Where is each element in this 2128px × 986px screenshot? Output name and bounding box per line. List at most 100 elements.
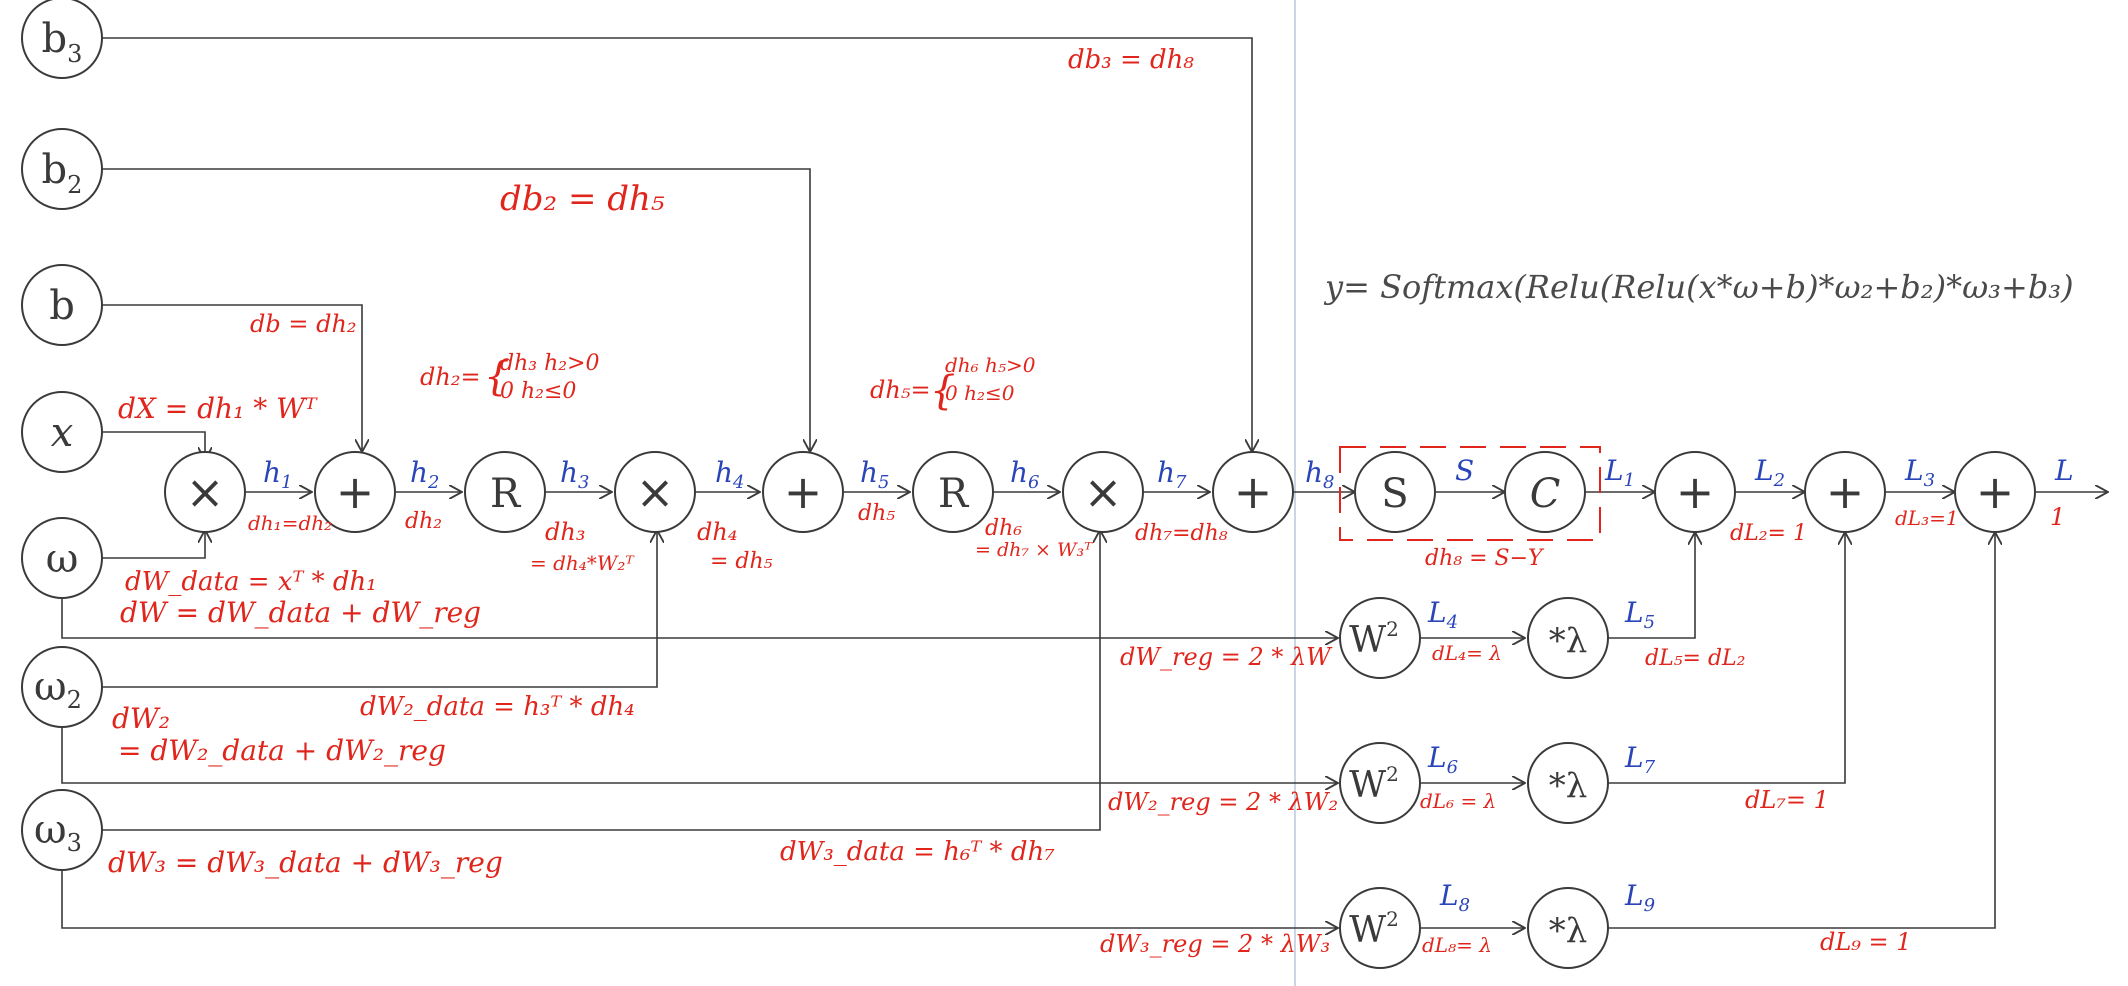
mul-node-2: × bbox=[614, 451, 696, 533]
grad-dw2-a: dW₂ bbox=[112, 702, 170, 735]
grad-dw2-reg: dW₂_reg = 2 * λW₂ bbox=[1108, 788, 1338, 816]
input-b3: b3 bbox=[21, 0, 103, 79]
wire-b2 bbox=[102, 168, 810, 452]
grad-dw3-data: dW₃_data = h₆ᵀ * dh₇ bbox=[780, 837, 1055, 867]
svg-text:b2: b2 bbox=[42, 147, 83, 199]
edge-label-l4: L4 bbox=[1427, 596, 1458, 633]
grad-dh5-lhs: dh₅= bbox=[870, 376, 931, 404]
grad-dh2-case1: dh₃ h₂>0 bbox=[500, 351, 599, 376]
lambda-node-2: *λ bbox=[1527, 742, 1609, 824]
mul-node-3: × bbox=[1062, 451, 1144, 533]
wire-w-reg bbox=[61, 596, 1338, 638]
wire-b bbox=[102, 304, 362, 452]
grad-dl5: dL₅= dL₂ bbox=[1645, 646, 1745, 671]
wire-w2-reg bbox=[61, 726, 1338, 783]
svg-text:C: C bbox=[1530, 471, 1561, 517]
input-b: b bbox=[21, 264, 103, 346]
svg-text:ω3: ω3 bbox=[34, 807, 82, 857]
svg-text:×: × bbox=[636, 465, 675, 519]
cost-node: C bbox=[1504, 451, 1586, 533]
grad-dl9: dL₉ = 1 bbox=[1820, 928, 1912, 956]
wire-b3 bbox=[102, 37, 1252, 452]
edge-label-h4: h4 bbox=[715, 456, 745, 493]
grad-one: 1 bbox=[2050, 503, 2065, 531]
wire-x bbox=[102, 431, 205, 460]
edge-label-h3: h3 bbox=[560, 456, 590, 493]
edge-label-h8: h8 bbox=[1305, 456, 1335, 493]
svg-text:+: + bbox=[336, 465, 375, 519]
edge-label-l6: L6 bbox=[1427, 741, 1458, 778]
grad-dl7: dL₇= 1 bbox=[1745, 786, 1829, 814]
wire-l9 bbox=[1608, 532, 1995, 929]
input-x: x bbox=[21, 391, 103, 473]
svg-text:S: S bbox=[1381, 471, 1408, 517]
grad-dh5-brace: { bbox=[930, 368, 955, 414]
edge-label-l8: L8 bbox=[1439, 879, 1470, 916]
wire-w bbox=[102, 530, 205, 559]
square-node-2: W2 bbox=[1339, 742, 1421, 824]
svg-text:+: + bbox=[1234, 465, 1273, 519]
grad-dw-data: dW_data = xᵀ * dh₁ bbox=[125, 567, 377, 597]
edge-label-h1: h1 bbox=[263, 456, 293, 493]
edge-label-l3: L3 bbox=[1904, 454, 1935, 491]
lambda-node-3: *λ bbox=[1527, 887, 1609, 969]
edge-labels: h1 h2 h3 h4 h5 h6 h7 h8 S L1 L2 L3 L L4 … bbox=[263, 454, 2074, 916]
softmax-cost-box bbox=[1339, 446, 1601, 541]
input-w2: ω2 bbox=[21, 646, 103, 728]
grad-dh5-case2: 0 h₂≤0 bbox=[945, 381, 1015, 405]
svg-text:b3: b3 bbox=[42, 16, 83, 68]
svg-text:+: + bbox=[1976, 465, 2015, 519]
wire-l7 bbox=[1608, 532, 1845, 784]
svg-text:+: + bbox=[784, 465, 823, 519]
relu-node-2: R bbox=[912, 451, 994, 533]
lambda-node-1: *λ bbox=[1527, 597, 1609, 679]
input-w: ω bbox=[21, 517, 103, 599]
edge-label-l7: L7 bbox=[1624, 741, 1656, 778]
svg-text:+: + bbox=[1676, 465, 1715, 519]
svg-text:W2: W2 bbox=[1349, 762, 1399, 806]
add-node-4: + bbox=[1654, 451, 1736, 533]
grad-dh6-a: dh₆ bbox=[985, 516, 1022, 541]
grad-dh5-case1: dh₆ h₅>0 bbox=[945, 353, 1036, 377]
grad-dh8: dh₈ = S−Y bbox=[1425, 546, 1545, 571]
grad-dh3-b: = dh₄*W₂ᵀ bbox=[530, 551, 635, 575]
edge-label-h7: h7 bbox=[1157, 456, 1187, 493]
edge-label-h5: h5 bbox=[860, 456, 890, 493]
grad-dl8: dL₈= λ bbox=[1422, 933, 1492, 957]
edge-label-s: S bbox=[1455, 454, 1474, 487]
add-node-1: + bbox=[314, 451, 396, 533]
wire-w3 bbox=[102, 530, 1100, 831]
grad-db3: db₃ = dh₈ bbox=[1068, 45, 1194, 75]
svg-text:W2: W2 bbox=[1349, 617, 1399, 661]
add-node-6: + bbox=[1954, 451, 2036, 533]
grad-dh6-b: = dh₇ × W₃ᵀ bbox=[975, 539, 1093, 561]
grad-dh4-b: = dh₅ bbox=[710, 549, 773, 574]
square-node-1: W2 bbox=[1339, 597, 1421, 679]
svg-text:R: R bbox=[490, 471, 522, 517]
svg-text:×: × bbox=[186, 465, 225, 519]
svg-text:*λ: *λ bbox=[1549, 621, 1588, 661]
grad-dh1: dh₁=dh₂ bbox=[248, 511, 332, 535]
wire-l5 bbox=[1608, 532, 1695, 639]
edge-label-l: L bbox=[2054, 454, 2074, 487]
grad-db: db = dh₂ bbox=[250, 310, 357, 338]
edge-label-l2: L2 bbox=[1754, 454, 1785, 491]
input-b2: b2 bbox=[21, 128, 103, 210]
grad-dh4-a: dh₄ bbox=[697, 518, 737, 546]
svg-text:*λ: *λ bbox=[1549, 766, 1588, 806]
input-w3: ω3 bbox=[21, 789, 103, 871]
grad-dh5-under: dh₅ bbox=[858, 501, 895, 526]
svg-text:×: × bbox=[1084, 465, 1123, 519]
grad-dx: dX = dh₁ * Wᵀ bbox=[118, 392, 318, 425]
edge-label-h6: h6 bbox=[1010, 456, 1040, 493]
mul-node-1: × bbox=[164, 451, 246, 533]
svg-text:ω: ω bbox=[46, 536, 79, 582]
grad-dh7: dh₇=dh₈ bbox=[1135, 521, 1228, 546]
grad-dl3: dL₃=1 bbox=[1895, 506, 1959, 530]
add-node-2: + bbox=[762, 451, 844, 533]
softmax-node: S bbox=[1354, 451, 1436, 533]
grad-dw2-data: dW₂_data = h₃ᵀ * dh₄ bbox=[360, 692, 635, 722]
grad-dh2-case2: 0 h₂≤0 bbox=[500, 379, 576, 404]
gradient-annotations: db₃ = dh₈ db₂ = dh₅ db = dh₂ dX = dh₁ * … bbox=[108, 45, 2065, 958]
